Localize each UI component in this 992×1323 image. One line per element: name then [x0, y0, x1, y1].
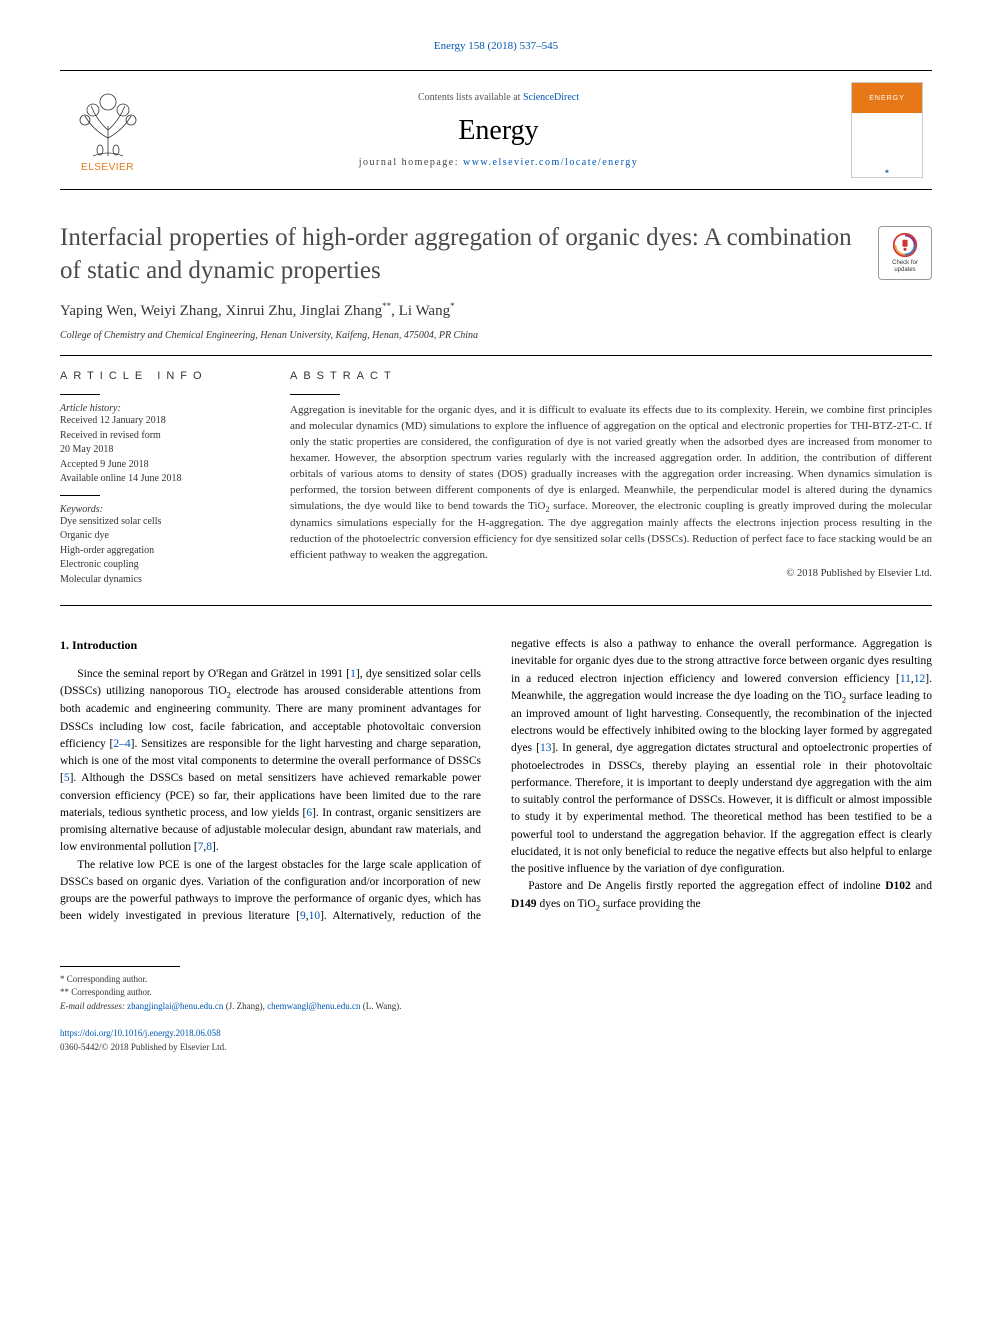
homepage-line: journal homepage: www.elsevier.com/locat…: [359, 157, 638, 168]
footnote-1: * Corresponding author.: [60, 973, 932, 987]
publisher-label: ELSEVIER: [81, 162, 134, 173]
badge-text: Check forupdates: [892, 260, 918, 273]
cover-title: ENERGY: [869, 95, 905, 102]
journal-name: Energy: [458, 115, 538, 147]
ref-13[interactable]: 13: [540, 742, 552, 754]
info-rule-2: [60, 495, 100, 496]
keyword: High-order aggregation: [60, 544, 260, 559]
running-header: Energy 158 (2018) 537–545: [60, 40, 932, 52]
article-info-column: ARTICLE INFO Article history: Received 1…: [60, 370, 260, 587]
history-lines: Received 12 January 2018 Received in rev…: [60, 414, 260, 487]
ref-10[interactable]: 10: [309, 910, 321, 922]
info-rule-1: [60, 394, 100, 395]
contents-prefix: Contents lists available at: [418, 92, 523, 103]
history-line: Accepted 9 June 2018: [60, 458, 260, 473]
history-line: 20 May 2018: [60, 443, 260, 458]
keyword: Electronic coupling: [60, 558, 260, 573]
ref-12[interactable]: 12: [914, 673, 926, 685]
keywords-list: Dye sensitized solar cells Organic dye H…: [60, 515, 260, 588]
keyword: Molecular dynamics: [60, 573, 260, 588]
doi-block: https://doi.org/10.1016/j.energy.2018.06…: [60, 1027, 932, 1054]
keywords-label: Keywords:: [60, 504, 260, 515]
issn-line: 0360-5442/© 2018 Published by Elsevier L…: [60, 1042, 226, 1052]
abstract-text: Aggregation is inevitable for the organi…: [290, 403, 932, 564]
check-updates-badge[interactable]: Check forupdates: [878, 226, 932, 280]
body-para-3: Pastore and De Angelis firstly reported …: [511, 878, 932, 913]
info-heading: ARTICLE INFO: [60, 370, 260, 382]
citation-link[interactable]: Energy 158 (2018) 537–545: [434, 40, 558, 52]
footnote-rule: [60, 966, 180, 967]
email-1-link[interactable]: zhangjinglai@henu.edu.cn: [127, 1001, 223, 1011]
history-line: Received in revised form: [60, 429, 260, 444]
affiliation: College of Chemistry and Chemical Engine…: [60, 330, 932, 341]
history-line: Available online 14 June 2018: [60, 472, 260, 487]
masthead-center: Contents lists available at ScienceDirec…: [155, 71, 842, 189]
footnote-2: ** Corresponding author.: [60, 986, 932, 1000]
publisher-block: ELSEVIER: [60, 71, 155, 189]
ref-2-4[interactable]: 2–4: [113, 738, 130, 750]
masthead: ELSEVIER Contents lists available at Sci…: [60, 70, 932, 190]
keyword: Dye sensitized solar cells: [60, 515, 260, 530]
copyright-line: © 2018 Published by Elsevier Ltd.: [290, 568, 932, 579]
cover-logo-icon: ❀: [885, 169, 889, 175]
contents-line: Contents lists available at ScienceDirec…: [418, 92, 579, 103]
history-label: Article history:: [60, 403, 260, 414]
abstract-heading: ABSTRACT: [290, 370, 932, 382]
section-1-heading: 1. Introduction: [60, 636, 481, 654]
body-para-1: Since the seminal report by O'Regan and …: [60, 666, 481, 857]
sciencedirect-link[interactable]: ScienceDirect: [523, 92, 579, 103]
abstract-column: ABSTRACT Aggregation is inevitable for t…: [290, 370, 932, 587]
authors: Yaping Wen, Weiyi Zhang, Xinrui Zhu, Jin…: [60, 301, 932, 320]
divider-bottom: [60, 605, 932, 606]
homepage-prefix: journal homepage:: [359, 157, 463, 168]
elsevier-tree-icon: [73, 88, 143, 158]
keyword: Organic dye: [60, 529, 260, 544]
abstract-rule: [290, 394, 340, 395]
journal-cover-block: ENERGY ❀: [842, 71, 932, 189]
article-title: Interfacial properties of high-order agg…: [60, 222, 858, 287]
body-columns: 1. Introduction Since the seminal report…: [60, 636, 932, 926]
ref-11[interactable]: 11: [900, 673, 911, 685]
check-updates-icon: [892, 232, 918, 258]
email-2-link[interactable]: chemwangl@henu.edu.cn: [267, 1001, 360, 1011]
journal-cover-icon: ENERGY ❀: [851, 82, 923, 178]
history-line: Received 12 January 2018: [60, 414, 260, 429]
footnote-emails: E-mail addresses: zhangjinglai@henu.edu.…: [60, 1000, 932, 1014]
divider-top: [60, 355, 932, 356]
homepage-link[interactable]: www.elsevier.com/locate/energy: [463, 157, 638, 168]
doi-link[interactable]: https://doi.org/10.1016/j.energy.2018.06…: [60, 1028, 221, 1038]
